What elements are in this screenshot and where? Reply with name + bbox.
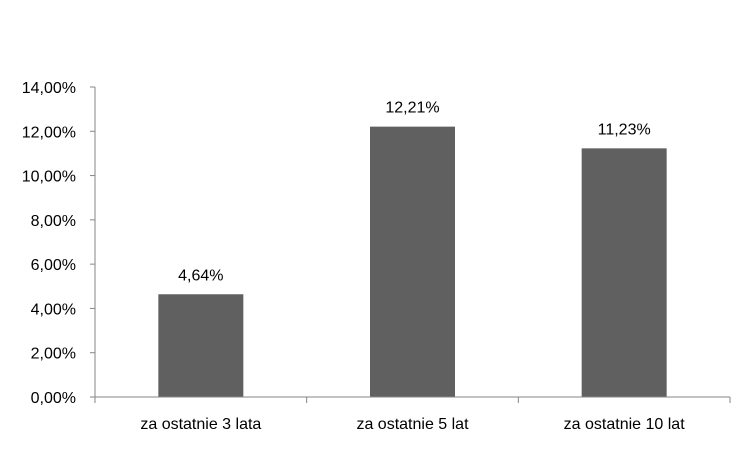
x-category-label: za ostatnie 3 lata [140, 416, 261, 433]
bars [158, 126, 667, 397]
y-tick-label: 14,00% [22, 80, 76, 97]
data-label: 4,64% [178, 267, 223, 284]
y-tick-label: 2,00% [31, 346, 76, 363]
y-tick-label: 10,00% [22, 169, 76, 186]
value-labels: 4,64% 12,21% 11,23% [178, 100, 651, 285]
data-label: 12,21% [385, 100, 439, 117]
x-axis: za ostatnie 3 lata za ostatnie 5 lat za os… [94, 396, 731, 433]
y-axis: 0,00% 2,00% 4,00% 6,00% 8,00% 10,00% 12,00% 14,… [22, 80, 96, 407]
y-tick-label: 6,00% [31, 257, 76, 274]
bar [581, 148, 667, 397]
x-category-label: za ostatnie 10 lat [564, 416, 686, 433]
y-tick-label: 12,00% [22, 124, 76, 141]
x-category-label: za ostatnie 5 lat [356, 416, 469, 433]
bar [370, 126, 455, 397]
data-label: 11,23% [598, 121, 651, 138]
bar [158, 294, 244, 397]
y-tick-label: 4,00% [31, 301, 76, 318]
y-tick-label: 0,00% [31, 390, 76, 407]
y-tick-label: 8,00% [31, 213, 76, 230]
